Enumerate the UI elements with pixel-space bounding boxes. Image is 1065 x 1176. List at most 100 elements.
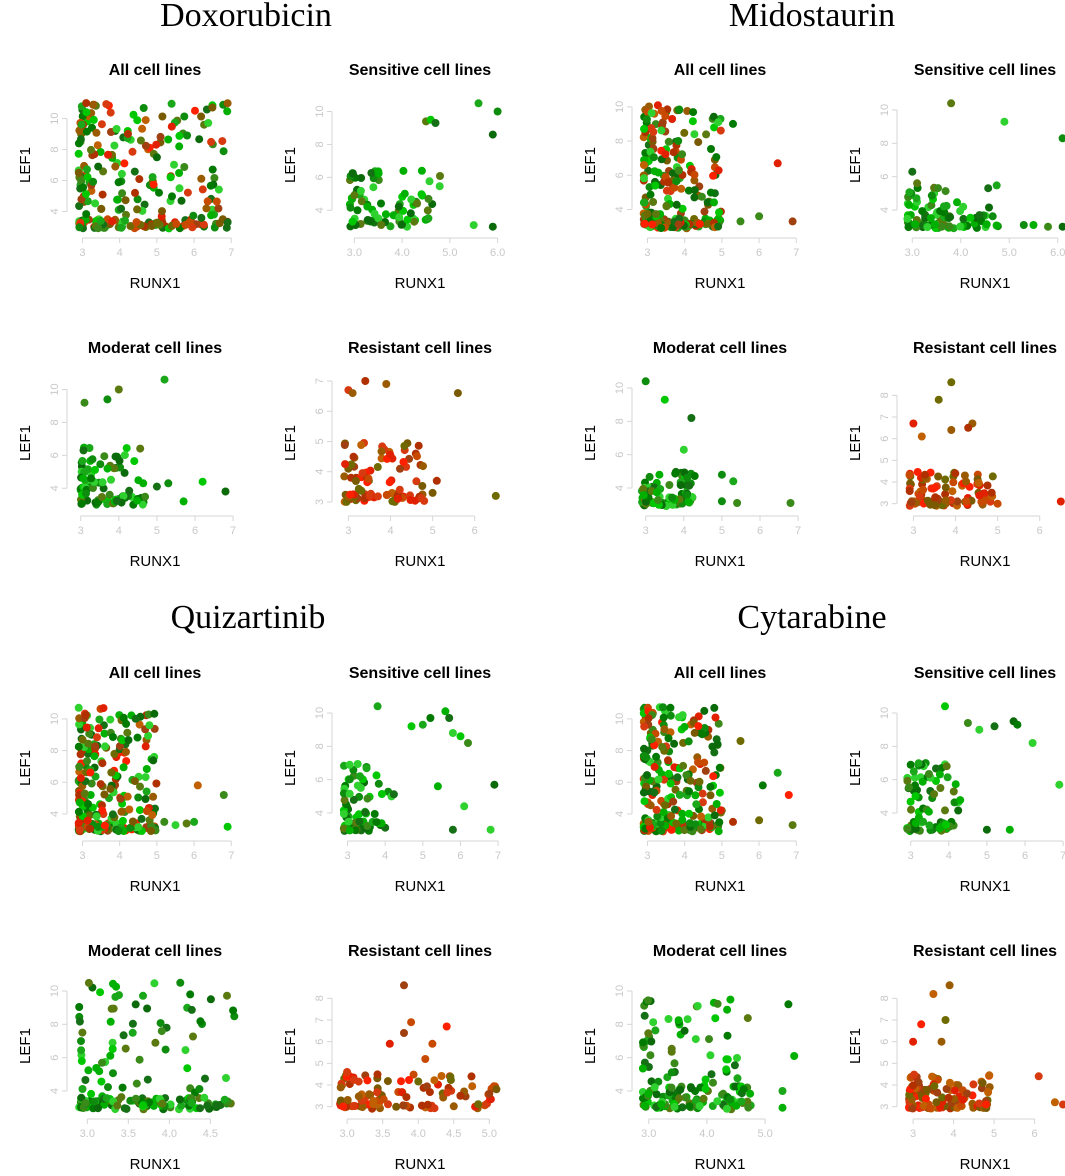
scatter-point bbox=[370, 810, 379, 818]
scatter-point bbox=[694, 758, 702, 767]
scatter-point bbox=[198, 185, 207, 194]
panel-title: Moderat cell lines bbox=[653, 340, 787, 357]
scatter-point bbox=[113, 1101, 122, 1110]
scatter-point bbox=[117, 223, 126, 232]
scatter-point bbox=[407, 1018, 416, 1027]
x-tick-label: 4 bbox=[952, 525, 958, 537]
x-tick-label: 6 bbox=[472, 525, 478, 537]
y-tick-label: 10 bbox=[614, 382, 626, 394]
scatter-point bbox=[93, 141, 102, 150]
scatter-panel: Sensitive cell lines 3.0 4.0 5.0 6.0 4 6 8 10 RUN… bbox=[847, 62, 1065, 292]
scatter-point bbox=[117, 1093, 126, 1102]
panel-title: Sensitive cell lines bbox=[914, 665, 1056, 682]
scatter-point bbox=[707, 1070, 716, 1079]
scatter-point bbox=[428, 1039, 437, 1048]
y-tick-label: 6 bbox=[614, 172, 626, 178]
scatter-point bbox=[354, 484, 363, 493]
y-tick-label: 8 bbox=[614, 138, 626, 144]
scatter-point bbox=[385, 1039, 394, 1048]
y-tick-label: 6 bbox=[314, 777, 326, 783]
scatter-point bbox=[453, 389, 462, 398]
scatter-point bbox=[921, 1094, 930, 1103]
scatter-point bbox=[964, 423, 973, 432]
y-tick-label: 8 bbox=[49, 747, 61, 753]
scatter-point bbox=[676, 1085, 685, 1094]
scatter-point bbox=[81, 190, 90, 199]
scatter-point bbox=[425, 177, 434, 186]
scatter-point bbox=[353, 206, 362, 215]
scatter-point bbox=[131, 188, 139, 197]
scatter-point bbox=[448, 825, 457, 834]
scatter-point bbox=[373, 463, 382, 471]
y-tick-label: 8 bbox=[879, 743, 891, 749]
scatter-point bbox=[723, 1005, 732, 1014]
scatter-point bbox=[364, 474, 373, 483]
scatter-point bbox=[74, 703, 83, 712]
scatter-point bbox=[956, 796, 965, 805]
scatter-point bbox=[661, 801, 669, 810]
scatter-point bbox=[488, 130, 497, 139]
scatter-point bbox=[141, 795, 150, 803]
x-tick-label: 3.0 bbox=[641, 1128, 656, 1140]
scatter-point bbox=[100, 790, 109, 799]
scatter-point bbox=[363, 1076, 372, 1085]
scatter-point bbox=[176, 978, 185, 987]
scatter-point bbox=[975, 211, 984, 220]
scatter-point bbox=[97, 120, 106, 129]
scatter-point bbox=[682, 491, 691, 500]
scatter-point bbox=[674, 220, 683, 229]
y-axis-label: LEF1 bbox=[282, 750, 299, 786]
scatter-point bbox=[77, 120, 86, 129]
scatter-point bbox=[152, 140, 161, 149]
scatter-point bbox=[653, 812, 662, 821]
y-tick-label: 3 bbox=[314, 499, 326, 505]
x-axis-label: RUNX1 bbox=[695, 275, 746, 292]
scatter-point bbox=[966, 213, 975, 222]
scatter-point bbox=[77, 1057, 86, 1065]
scatter-point bbox=[928, 1072, 937, 1081]
scatter-point bbox=[706, 1051, 715, 1060]
scatter-point bbox=[78, 457, 87, 465]
scatter-point bbox=[1005, 825, 1014, 834]
scatter-point bbox=[135, 175, 144, 184]
scatter-point bbox=[121, 1044, 130, 1053]
scatter-point bbox=[908, 1104, 917, 1113]
scatter-point bbox=[908, 167, 917, 176]
scatter-point bbox=[923, 496, 932, 505]
scatter-point bbox=[941, 475, 950, 484]
x-tick-label: 4.0 bbox=[394, 247, 409, 259]
scatter-point bbox=[919, 485, 928, 494]
y-tick-label: 10 bbox=[314, 707, 326, 719]
scatter-point bbox=[189, 211, 198, 220]
scatter-point bbox=[654, 496, 662, 505]
y-tick-label: 8 bbox=[614, 1021, 626, 1027]
scatter-point bbox=[930, 790, 939, 799]
scatter-point bbox=[1058, 222, 1065, 231]
scatter-point bbox=[707, 145, 715, 153]
scatter-point bbox=[357, 197, 366, 206]
scatter-point bbox=[109, 1069, 117, 1078]
scatter-point bbox=[140, 200, 149, 209]
y-tick-label: 6 bbox=[614, 1055, 626, 1061]
scatter-point bbox=[713, 999, 722, 1008]
scatter-point bbox=[922, 1086, 931, 1094]
scatter-point bbox=[680, 722, 689, 731]
scatter-point bbox=[992, 221, 1001, 230]
scatter-point bbox=[715, 818, 724, 827]
scatter-point bbox=[110, 141, 119, 150]
scatter-point bbox=[942, 820, 951, 829]
scatter-point bbox=[941, 496, 950, 505]
scatter-point bbox=[953, 198, 961, 207]
scatter-point bbox=[95, 715, 104, 724]
scatter-point bbox=[75, 798, 84, 807]
y-tick-label: 4 bbox=[314, 1082, 326, 1088]
scatter-point bbox=[909, 1037, 918, 1046]
scatter-point bbox=[139, 104, 148, 112]
scatter-point bbox=[103, 395, 112, 404]
scatter-point bbox=[698, 789, 707, 798]
scatter-point bbox=[706, 782, 715, 791]
scatter-point bbox=[382, 380, 391, 388]
scatter-point bbox=[441, 707, 450, 716]
scatter-point bbox=[706, 822, 714, 831]
